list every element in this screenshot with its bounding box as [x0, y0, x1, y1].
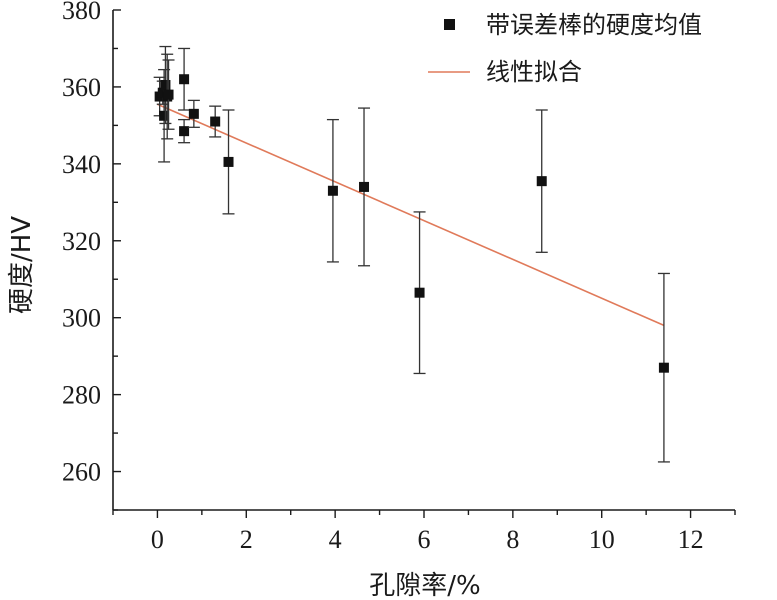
y-tick-label: 340 — [62, 150, 101, 179]
x-tick-label: 2 — [240, 525, 253, 554]
data-point-group — [209, 105, 222, 138]
data-point-group — [187, 99, 200, 128]
legend-label-fit: 线性拟合 — [486, 58, 582, 86]
y-axis-label: 硬度/HV — [7, 216, 37, 314]
y-tick-label: 360 — [62, 73, 101, 102]
data-point — [536, 176, 547, 187]
data-point — [160, 80, 171, 90]
y-tick-label: 320 — [62, 227, 101, 256]
data-point-group — [326, 118, 339, 263]
data-point — [327, 185, 338, 196]
data-point — [179, 126, 190, 137]
data-point — [210, 116, 221, 127]
fit-line-layer — [157, 103, 665, 327]
x-tick-label: 8 — [506, 525, 519, 554]
legend: 带误差棒的硬度均值 线性拟合 — [428, 11, 702, 86]
legend-marker-scatter — [444, 19, 455, 30]
data-point-group — [178, 118, 191, 144]
data-point — [359, 181, 370, 192]
data-point-group — [222, 109, 235, 215]
x-axis-label: 孔隙率/% — [369, 571, 480, 600]
data-point — [223, 156, 234, 167]
data-point — [188, 108, 199, 119]
data-points-layer — [153, 45, 670, 463]
y-tick-label: 280 — [62, 381, 101, 410]
data-point-group — [535, 109, 548, 253]
data-point-group — [413, 211, 426, 375]
fit-line — [157, 103, 665, 327]
data-point — [658, 362, 669, 373]
x-tick-label: 6 — [418, 525, 431, 554]
data-point — [179, 74, 190, 85]
data-point-group — [162, 59, 175, 130]
x-tick-label: 4 — [329, 525, 342, 554]
x-tick-label: 12 — [678, 525, 704, 554]
y-tick-label: 260 — [62, 458, 101, 487]
axes: 260 280 300 320 340 360 380 0 2 4 6 8 10 12 — [62, 0, 736, 554]
y-tick-label: 380 — [62, 0, 101, 25]
data-point-group — [178, 47, 191, 111]
data-point-group — [358, 107, 371, 267]
x-tick-label: 0 — [151, 525, 164, 554]
y-tick-label: 300 — [62, 304, 101, 333]
data-point-group — [657, 272, 670, 463]
legend-label-scatter: 带误差棒的硬度均值 — [486, 11, 702, 39]
data-point — [163, 89, 174, 100]
data-point — [159, 110, 170, 121]
x-tick-label: 10 — [589, 525, 615, 554]
data-point — [414, 287, 425, 298]
